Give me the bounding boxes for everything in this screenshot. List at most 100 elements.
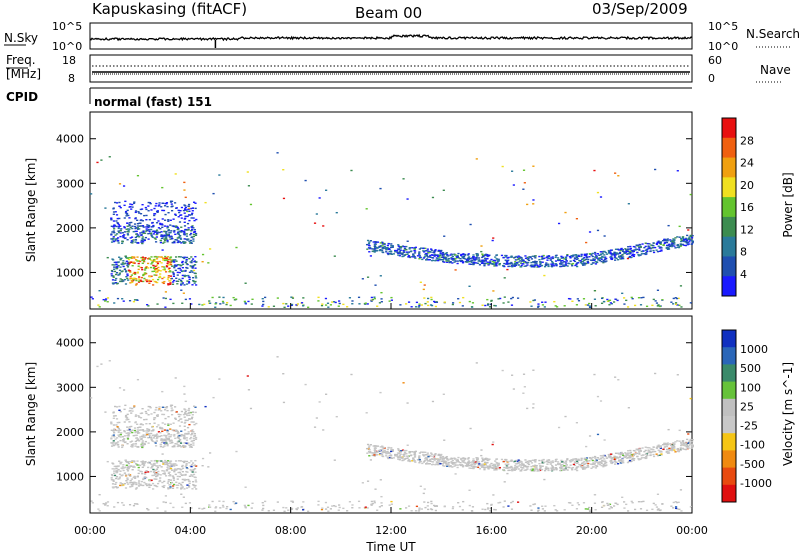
echo-cell (630, 296, 633, 299)
echo-cell (141, 220, 145, 222)
echo-cell (687, 447, 690, 449)
echo-cell (566, 459, 569, 461)
echo-cell (427, 304, 430, 307)
echo-cell (174, 377, 177, 379)
echo-cell (530, 305, 533, 307)
colorbar-tick-label: 12 (740, 223, 754, 236)
echo-cell (112, 276, 115, 278)
freq-tick-top: 18 (62, 54, 76, 67)
echo-cell (120, 461, 123, 464)
echo-cell (131, 277, 134, 280)
echo-cell (322, 429, 325, 431)
echo-cell (484, 254, 487, 257)
echo-cell (139, 470, 142, 473)
echo-cell (116, 265, 119, 268)
echo-cell (191, 284, 194, 286)
echo-cell (433, 457, 436, 460)
echo-cell (536, 266, 539, 268)
echo-cell (574, 264, 577, 267)
echo-cell (664, 241, 667, 244)
echo-cell (116, 487, 119, 489)
echo-cell (123, 408, 126, 411)
echo-cell (590, 263, 593, 266)
echo-cell (218, 500, 221, 502)
echo-cell (642, 296, 645, 299)
echo-cell (448, 261, 451, 264)
cpid-mode: normal (fast) 151 (94, 95, 212, 109)
echo-cell (120, 432, 123, 434)
echo-cell (122, 260, 125, 262)
echo-cell (585, 253, 589, 255)
echo-cell (425, 249, 428, 252)
echo-cell (594, 261, 597, 263)
echo-cell (469, 461, 472, 464)
echo-cell (586, 465, 589, 467)
echo-cell (552, 263, 555, 265)
echo-cell (643, 246, 646, 249)
echo-cell (532, 203, 535, 205)
echo-cell (171, 485, 175, 487)
echo-cell (114, 240, 117, 242)
echo-cell (178, 482, 181, 485)
echo-cell (123, 263, 126, 265)
echo-cell (124, 212, 128, 214)
echo-cell (166, 438, 169, 440)
echo-cell (603, 250, 606, 253)
echo-cell (125, 215, 128, 217)
echo-cell (150, 266, 153, 269)
echo-cell (187, 238, 190, 240)
echo-cell (185, 413, 188, 415)
echo-cell (151, 278, 155, 281)
echo-cell (615, 461, 618, 464)
echo-cell (639, 254, 642, 256)
echo-cell (414, 510, 418, 512)
echo-cell (160, 466, 163, 468)
echo-cell (222, 296, 225, 299)
echo-cell (160, 435, 163, 437)
echo-cell (186, 280, 189, 282)
echo-cell (495, 467, 498, 469)
echo-cell (104, 298, 108, 300)
echo-cell (554, 464, 558, 466)
echo-cell (192, 240, 195, 242)
echo-cell (397, 449, 400, 451)
echo-cell (183, 488, 186, 490)
echo-cell (561, 257, 564, 259)
echo-cell (127, 432, 130, 434)
echo-cell (445, 260, 448, 262)
echo-cell (113, 465, 116, 468)
echo-cell (156, 482, 160, 485)
echo-cell (603, 465, 606, 467)
echo-cell (177, 435, 180, 437)
echo-cell (160, 410, 163, 412)
echo-cell (604, 258, 607, 260)
echo-cell (172, 272, 175, 274)
echo-cell (124, 237, 127, 239)
echo-cell (592, 258, 595, 260)
echo-cell (676, 246, 679, 249)
echo-cell (510, 465, 513, 468)
echo-cell (164, 417, 167, 420)
echo-cell (680, 510, 683, 512)
echo-cell (126, 209, 129, 212)
echo-cell (300, 506, 304, 508)
echo-cell (430, 248, 433, 250)
echo-cell (172, 464, 175, 466)
echo-cell (128, 410, 131, 412)
echo-cell (140, 480, 143, 483)
echo-cell (667, 452, 671, 454)
echo-cell (600, 258, 603, 261)
echo-cell (116, 283, 119, 285)
echo-cell (563, 305, 566, 307)
echo-cell (162, 242, 165, 244)
echo-cell (548, 255, 551, 257)
echo-cell (566, 255, 569, 257)
echo-cell (456, 458, 459, 461)
echo-cell (687, 229, 690, 231)
echo-cell (421, 258, 424, 261)
echo-cell (185, 283, 189, 285)
echo-cell (368, 449, 371, 451)
echo-cell (413, 250, 417, 252)
echo-cell (369, 450, 372, 453)
echo-cell (507, 469, 510, 472)
